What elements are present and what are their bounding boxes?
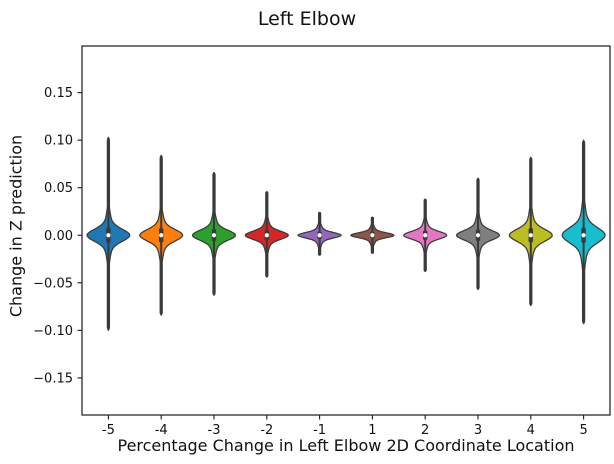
x-tick-label: -5 xyxy=(102,423,115,438)
violin-median-dot xyxy=(581,233,586,238)
violin-3 xyxy=(455,177,501,291)
x-tick-label: 1 xyxy=(368,423,376,438)
violin-median-dot xyxy=(211,233,217,238)
violin--1 xyxy=(297,211,342,256)
y-tick-label: 0.05 xyxy=(44,181,73,196)
violin-5 xyxy=(561,139,606,325)
violin-4 xyxy=(508,156,553,307)
violin--3 xyxy=(191,171,237,296)
violin-median-dot xyxy=(528,233,533,238)
violin-median-dot xyxy=(317,233,322,238)
axes-frame xyxy=(81,45,611,416)
violin-2 xyxy=(403,198,448,273)
y-tick-label: −0.10 xyxy=(33,324,73,339)
x-tick-label: -1 xyxy=(313,423,326,438)
violin-1 xyxy=(350,216,395,254)
y-tick-label: 0.15 xyxy=(44,86,73,101)
x-tick-label: 4 xyxy=(527,423,535,438)
violin--2 xyxy=(244,190,289,278)
x-tick-label: 3 xyxy=(474,423,482,438)
y-tick-label: 0.00 xyxy=(44,229,73,244)
violin-median-dot xyxy=(159,233,164,238)
violin-median-dot xyxy=(370,233,375,238)
y-tick-label: −0.05 xyxy=(33,276,73,291)
violin--4 xyxy=(139,154,184,316)
violin--5 xyxy=(86,136,131,332)
y-axis-label: Change in Z prediction xyxy=(6,134,26,318)
x-tick-label: -4 xyxy=(155,423,168,438)
y-tick-label: −0.15 xyxy=(33,371,73,386)
y-tick-label: 0.10 xyxy=(44,134,73,149)
x-axis-label: Percentage Change in Left Elbow 2D Coord… xyxy=(117,436,575,455)
x-tick-label: -3 xyxy=(208,423,221,438)
violin-median-dot xyxy=(106,233,111,238)
violin-median-dot xyxy=(264,233,269,238)
violin-median-dot xyxy=(475,233,481,238)
x-tick-label: -2 xyxy=(260,423,273,438)
x-tick-label: 5 xyxy=(579,423,587,438)
x-tick-label: 2 xyxy=(421,423,429,438)
violin-median-dot xyxy=(423,233,428,238)
chart-title: Left Elbow xyxy=(257,8,357,30)
